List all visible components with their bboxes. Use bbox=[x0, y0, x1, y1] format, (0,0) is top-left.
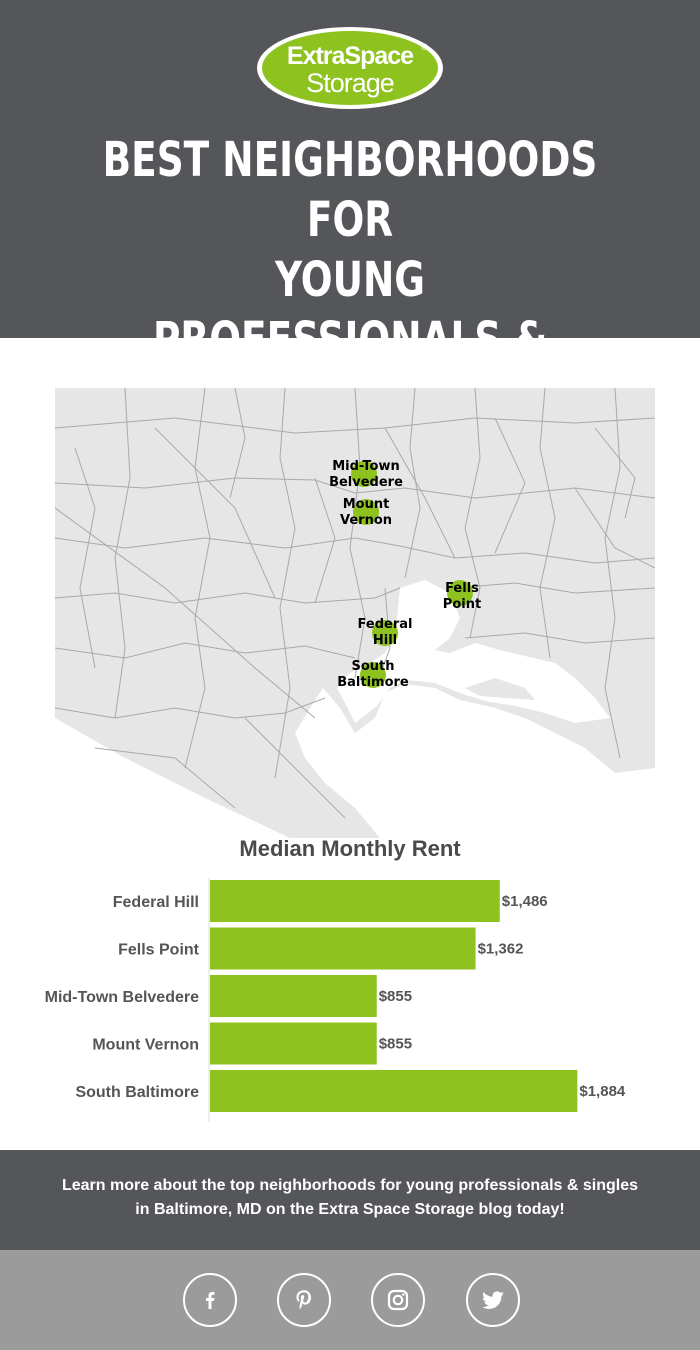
value-label: $1,362 bbox=[478, 941, 524, 958]
page-title: BEST NEIGHBORHOODS FOR YOUNG PROFESSIONA… bbox=[100, 130, 599, 430]
rent-bar-chart-svg: Federal Hill $1,486 Fells Point $1,362 Mid-T… bbox=[45, 878, 626, 1122]
map-label-midtown-text: Mid-Town Belvedere bbox=[329, 459, 403, 490]
map-label-midtown: Mid-Town Belvedere bbox=[321, 459, 411, 491]
logo-line2: Storage bbox=[306, 68, 395, 98]
facebook-icon bbox=[206, 1292, 215, 1309]
social-footer bbox=[0, 1250, 700, 1350]
extra-space-storage-logo[interactable]: ExtraSpace Storage ® bbox=[255, 26, 445, 110]
map-label-fells-point-text: Fells Point bbox=[442, 581, 482, 612]
bar-mid-town-belvedere bbox=[210, 975, 377, 1017]
facebook-button[interactable] bbox=[183, 1273, 237, 1327]
category-label: Federal Hill bbox=[113, 894, 199, 911]
title-line-2: YOUNG PROFESSIONALS & bbox=[152, 252, 548, 368]
logo-registered-mark: ® bbox=[421, 42, 428, 52]
map-label-mount-vernon: Mount Vernon bbox=[321, 497, 411, 529]
header-banner: ExtraSpace Storage ® BEST NEIGHBORHOODS … bbox=[0, 0, 700, 428]
bar-federal-hill bbox=[210, 880, 500, 922]
map-label-south-baltimore-text: South Baltimore bbox=[337, 659, 409, 690]
map-label-mount-vernon-text: Mount Vernon bbox=[339, 497, 393, 528]
rent-bar-chart: Federal Hill $1,486 Fells Point $1,362 Mid-T… bbox=[0, 870, 700, 1130]
category-label: Mount Vernon bbox=[92, 1037, 199, 1054]
category-label: Fells Point bbox=[118, 942, 200, 959]
chart-title: Median Monthly Rent bbox=[239, 836, 461, 861]
pinterest-button[interactable] bbox=[277, 1273, 331, 1327]
cta-text[interactable]: Learn more about the top neighborhoods f… bbox=[61, 1177, 639, 1218]
twitter-icon bbox=[482, 1291, 504, 1309]
bar-south-baltimore bbox=[210, 1070, 578, 1112]
pinterest-icon bbox=[296, 1290, 312, 1310]
title-line-1: BEST NEIGHBORHOODS FOR bbox=[102, 132, 598, 248]
baltimore-neighborhood-map: Mid-Town Belvedere Mount Vernon Fells Po… bbox=[55, 388, 655, 838]
value-label: $855 bbox=[379, 1036, 412, 1053]
value-label: $855 bbox=[379, 988, 412, 1005]
twitter-button[interactable] bbox=[466, 1273, 520, 1327]
cta-banner: Learn more about the top neighborhoods f… bbox=[0, 1150, 700, 1250]
map-graphic bbox=[55, 388, 655, 838]
category-label: Mid-Town Belvedere bbox=[45, 989, 199, 1006]
map-label-south-baltimore: South Baltimore bbox=[327, 659, 419, 691]
map-label-federal-hill: Federal Hill bbox=[345, 617, 425, 649]
value-label: $1,486 bbox=[502, 893, 548, 910]
map-label-fells-point: Fells Point bbox=[422, 581, 502, 613]
instagram-button[interactable] bbox=[371, 1273, 425, 1327]
logo-line1: ExtraSpace bbox=[286, 42, 414, 70]
instagram-icon bbox=[387, 1289, 409, 1311]
bar-mount-vernon bbox=[210, 1022, 377, 1065]
category-label: South Baltimore bbox=[75, 1084, 199, 1101]
value-label: $1,884 bbox=[579, 1083, 626, 1100]
bar-fells-point bbox=[210, 927, 476, 970]
map-label-federal-hill-text: Federal Hill bbox=[357, 617, 413, 648]
